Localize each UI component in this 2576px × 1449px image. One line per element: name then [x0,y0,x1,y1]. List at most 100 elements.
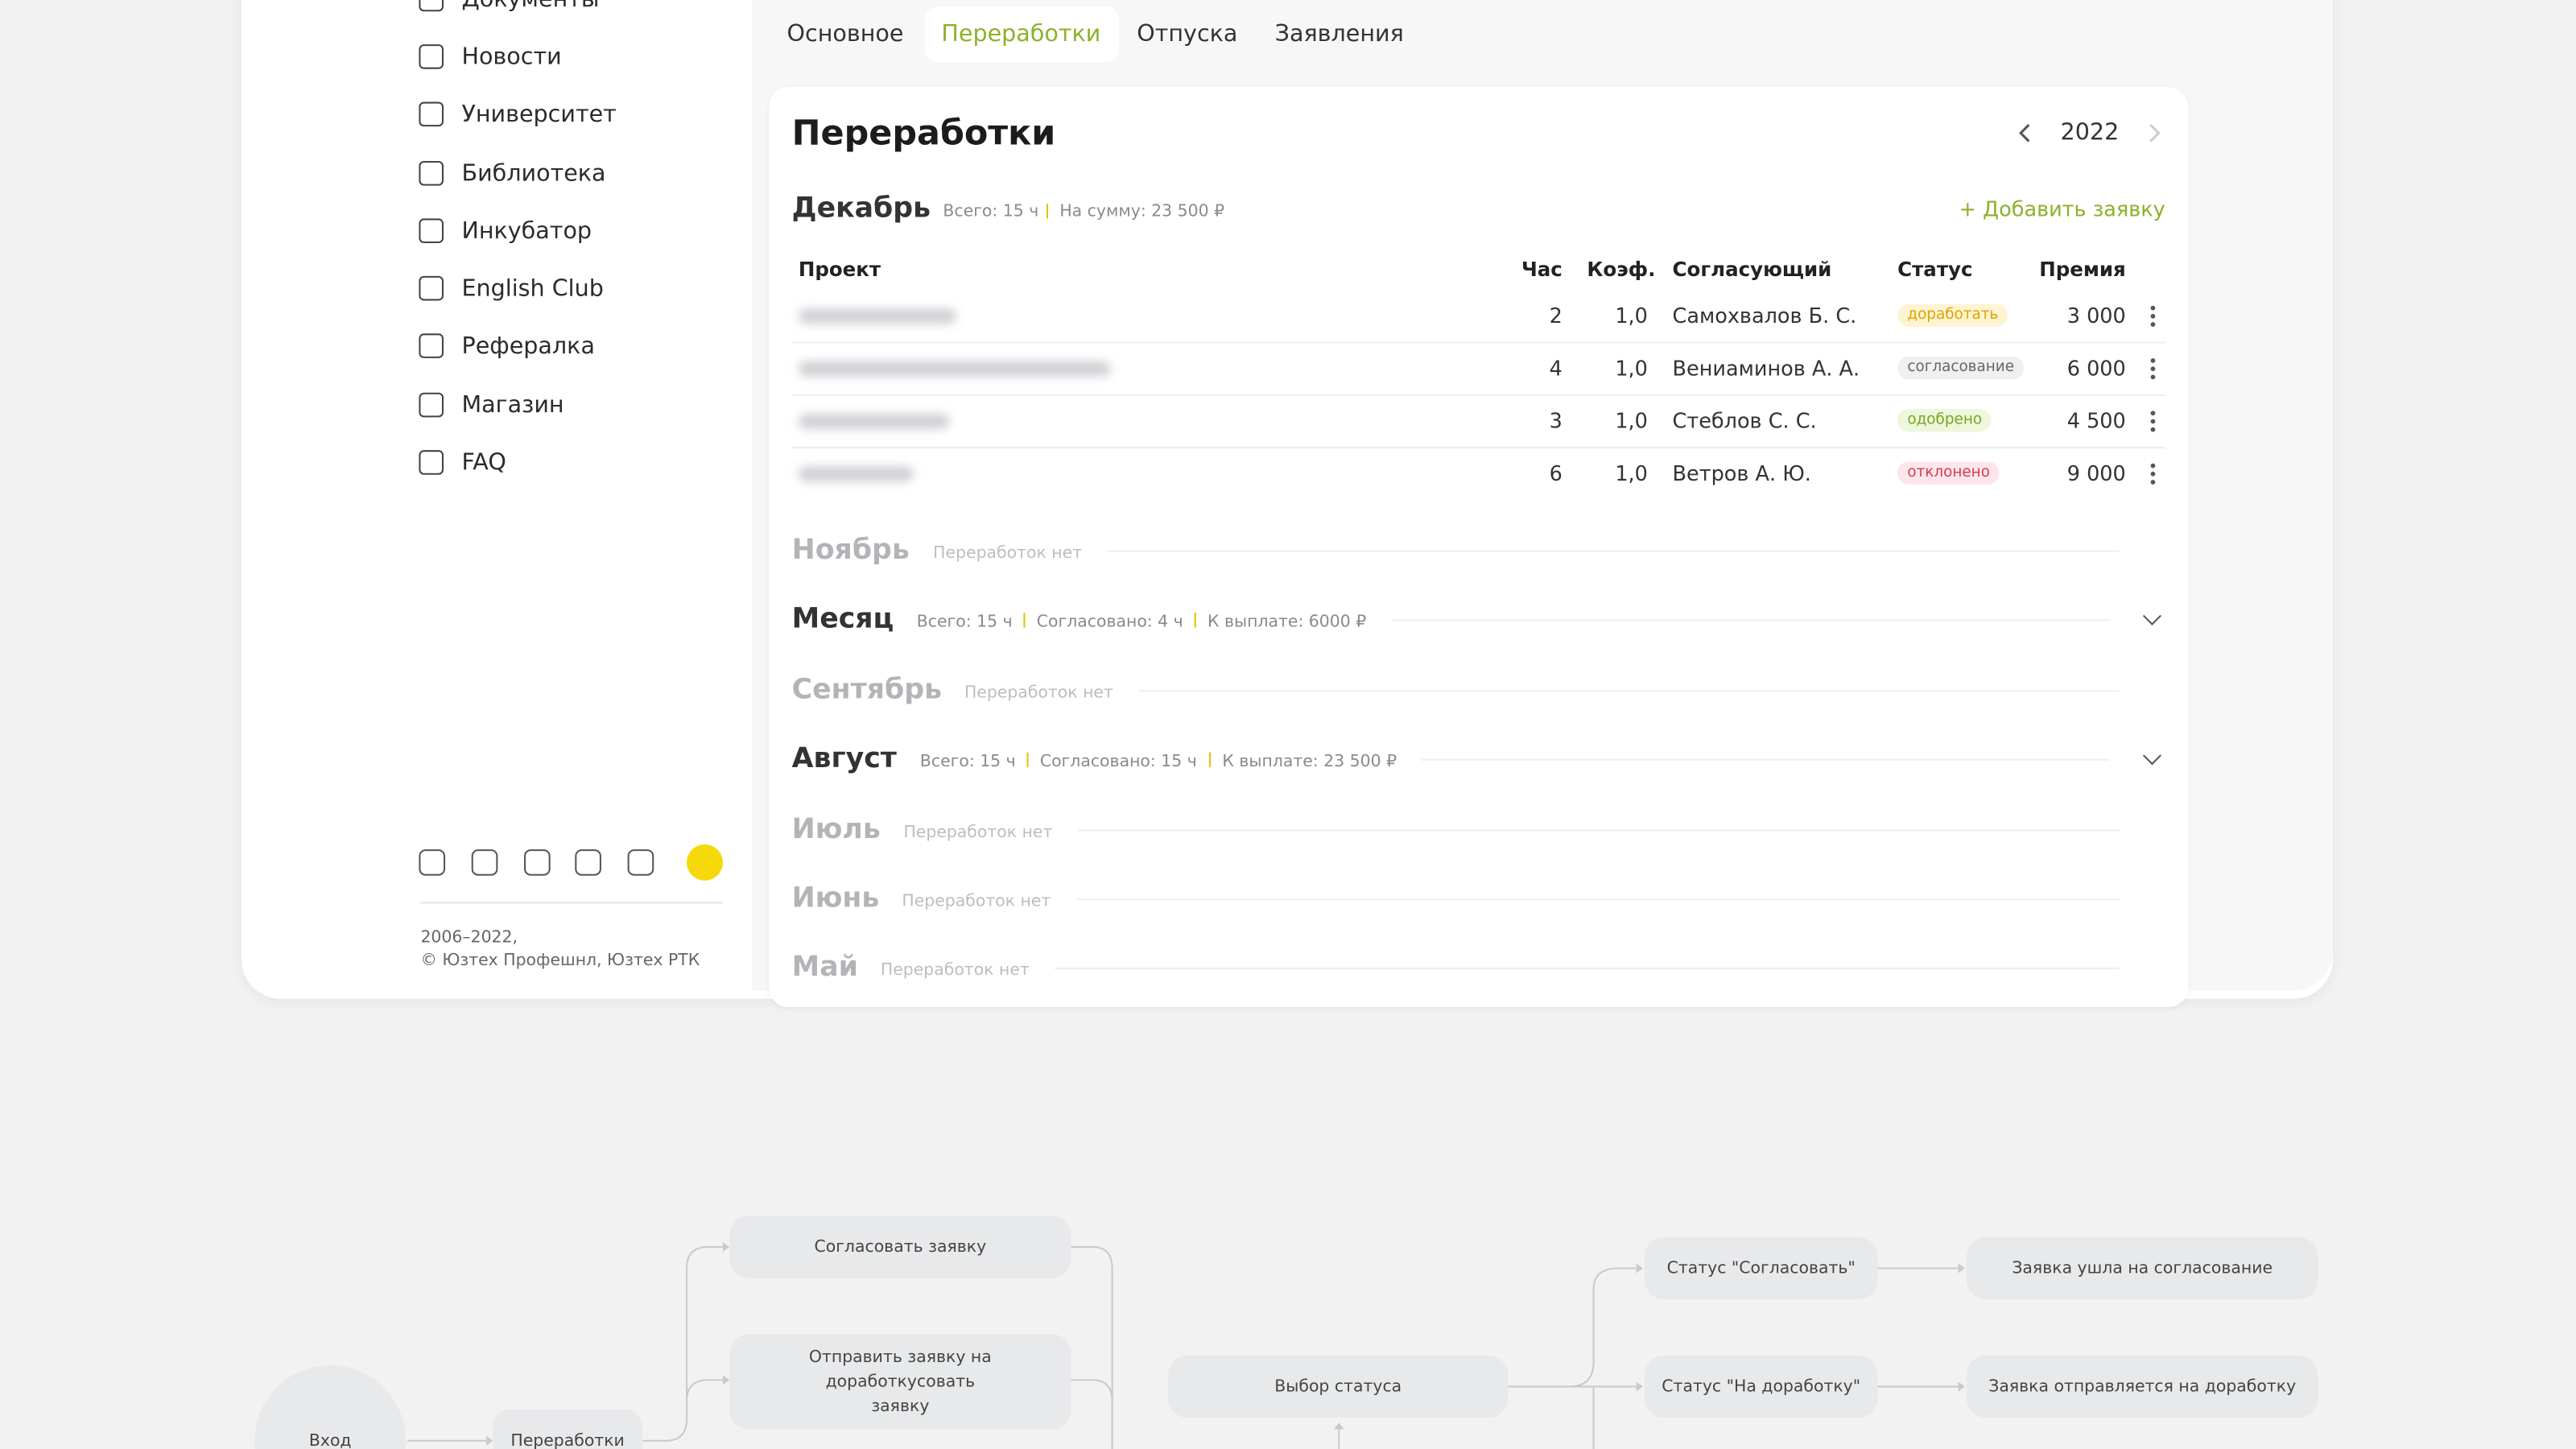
sep [1023,613,1026,628]
approver: Ветров А. Ю. [1672,460,1811,486]
approver: Стеблов С. С. [1672,408,1817,433]
hours: 3 [1549,408,1563,433]
month-info: Переработок нет [903,824,1053,842]
month-info: К выплате: 23 500 ₽ [1222,753,1397,772]
month-name: Август [791,742,897,776]
month-line [1055,968,2120,970]
hours: 6 [1549,460,1563,486]
active-tab-bg [924,6,1119,63]
panel-title: Переработки [791,113,1056,153]
menu-icon [419,0,444,12]
month-info: Согласовано: 15 ч [1039,753,1197,772]
sep [1046,204,1049,219]
prev-year[interactable] [2014,122,2037,145]
month-name: Ноябрь [791,534,910,568]
menu-item[interactable]: Рефералка [461,333,595,360]
month-name: Июль [791,813,881,847]
flow-node: Статус "На доработку" [1644,1355,1878,1418]
social-icon[interactable] [575,849,601,876]
month-info: Переработок нет [933,544,1083,563]
month-info: Переработок нет [902,893,1051,911]
flow-node: Статус "Согласовать" [1644,1236,1878,1300]
menu-item[interactable]: Инкубатор [461,218,592,246]
month-info: Всего: 15 ч [919,753,1016,772]
month-sum: На сумму: 23 500 ₽ [1059,203,1225,221]
month-line [1075,898,2120,901]
month-total: Всего: 15 ч [943,203,1039,221]
social-icon[interactable] [471,849,498,876]
table-header: Статус [1897,258,1973,281]
sep [1194,613,1196,628]
month-line [1077,829,2120,832]
project-blurred [798,414,950,429]
table-header: Премия [2039,258,2126,281]
social-icon[interactable] [524,849,551,876]
footer-text: 2006–2022, [420,929,518,947]
menu-item[interactable]: FAQ [461,450,506,477]
sep [1026,752,1029,768]
menu-item[interactable]: Документы [461,0,600,14]
month-name: Июнь [791,881,880,915]
menu-item[interactable]: Магазин [461,392,564,419]
table-header: Проект [798,258,881,281]
row-menu[interactable] [2150,303,2156,328]
month-name: Месяц [791,602,894,636]
status-badge: согласование [1897,356,2025,380]
panel [769,87,2189,1008]
month-info: Переработок нет [880,961,1030,980]
avatar [687,844,723,881]
row-menu[interactable] [2150,409,2156,432]
table-header: Согласующий [1672,258,1832,281]
tab[interactable]: Отпуска [1137,21,1238,48]
menu-icon [419,218,444,244]
month-name: Сентябрь [791,673,943,707]
table-header: Коэф. [1587,258,1656,281]
tab[interactable]: Основное [786,21,904,48]
social-icon[interactable] [419,849,446,876]
month-info: Переработок нет [964,683,1113,703]
menu-item[interactable]: Библиотека [461,160,606,188]
social-icon[interactable] [627,849,654,876]
row-menu[interactable] [2150,356,2156,380]
add-request[interactable]: + Добавить заявку [1959,196,2165,221]
coef: 1,0 [1615,408,1648,433]
bonus: 6 000 [2066,355,2126,381]
flow-node: Отправить заявку на доработкусовать заяв… [729,1334,1071,1430]
menu-item[interactable]: English Club [461,275,604,303]
project-blurred [798,466,914,481]
hours: 4 [1549,355,1563,381]
menu-icon [419,333,444,358]
month-line [1138,690,2120,692]
month-info: Всего: 15 ч [916,613,1013,632]
approver: Самохвалов Б. С. [1672,303,1857,328]
month-line [1107,550,2120,552]
hours: 2 [1549,303,1563,328]
menu-icon [419,160,444,186]
month-info: К выплате: 6000 ₽ [1207,613,1367,632]
menu-item[interactable]: Университет [461,101,617,129]
bonus: 3 000 [2066,303,2126,328]
menu-icon [419,392,444,418]
row-menu[interactable] [2150,461,2156,485]
flow-node: Заявка отправляется на доработку [1966,1355,2318,1418]
status-badge: одобрено [1897,409,1992,432]
tab[interactable]: Переработки [941,21,1101,48]
flow-node: Заявка ушла на согласование [1966,1236,2318,1300]
sep [1209,752,1212,768]
next-year[interactable] [2142,122,2165,145]
project-blurred [798,361,1111,377]
row-line [791,447,2165,449]
month-line [1421,758,2110,761]
tab[interactable]: Заявления [1274,21,1404,48]
menu-icon [419,101,444,127]
month-info: Согласовано: 4 ч [1036,613,1183,632]
month-name: Декабрь [791,192,931,225]
menu-item[interactable]: Новости [461,44,562,71]
bonus: 4 500 [2066,408,2126,433]
coef: 1,0 [1615,460,1648,486]
coef: 1,0 [1615,303,1648,328]
